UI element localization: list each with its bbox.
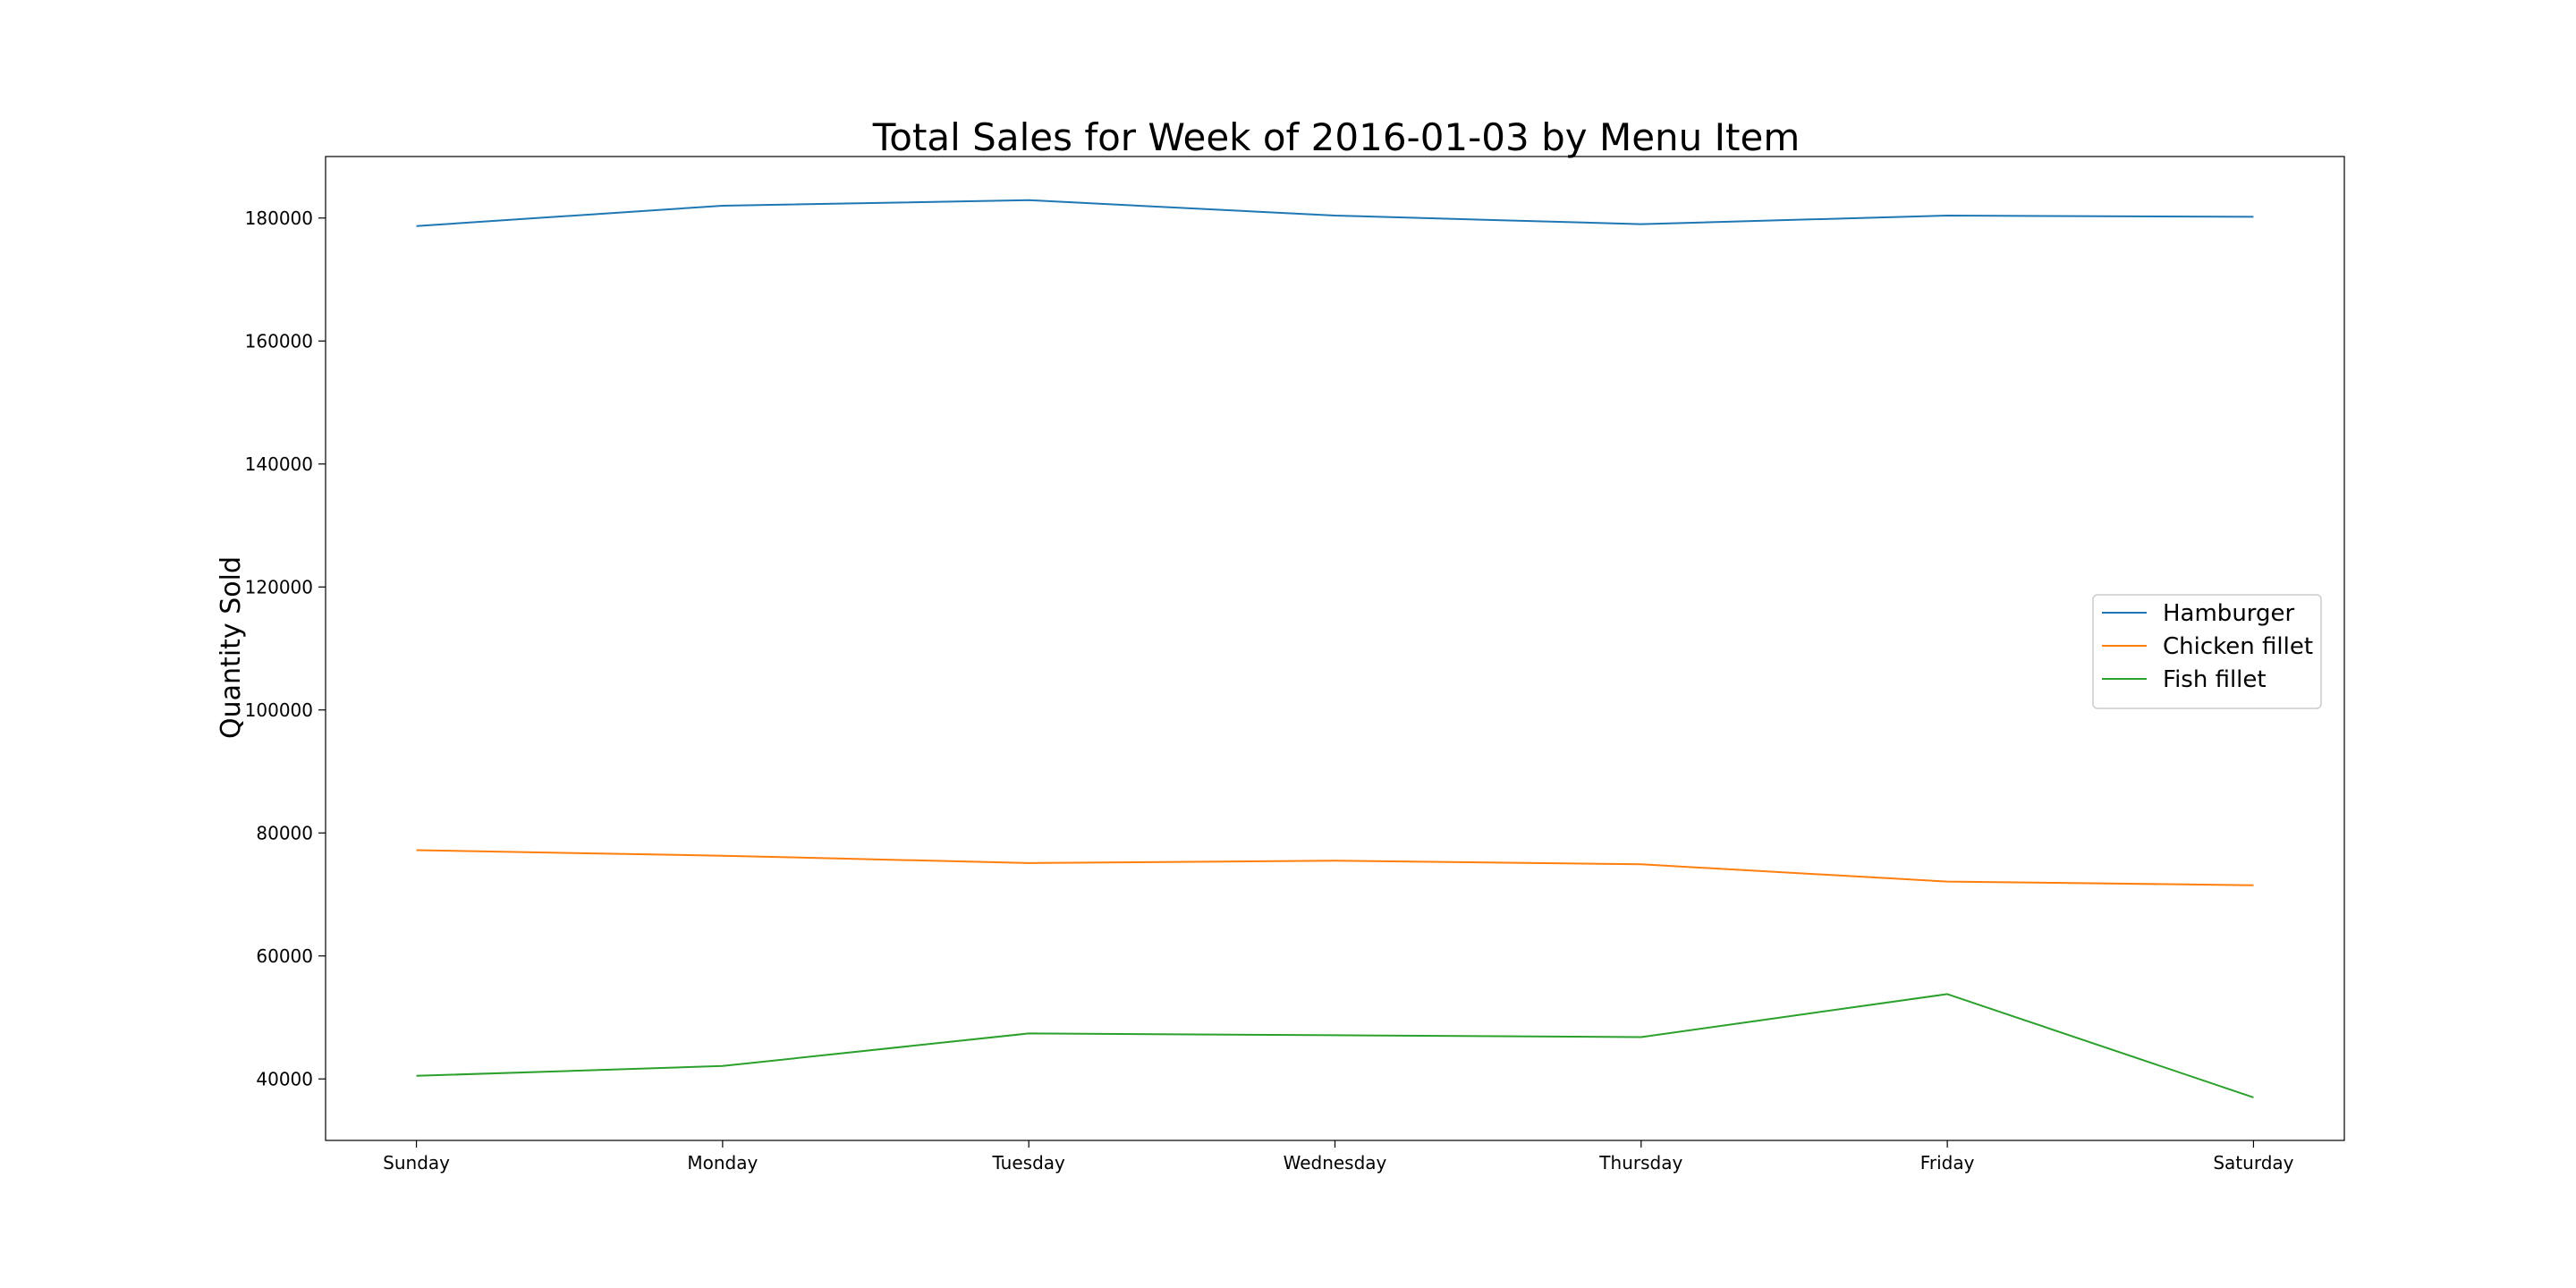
x-tick-label: Wednesday [1284,1152,1387,1174]
legend-label-chicken-fillet: Chicken fillet [2163,633,2313,660]
chart-title: Total Sales for Week of 2016-01-03 by Me… [872,115,1801,159]
x-tick-label: Monday [687,1152,758,1174]
x-tick-label: Tuesday [992,1152,1066,1174]
x-tick-label: Friday [1920,1152,1975,1174]
y-tick-label: 120000 [245,576,313,597]
legend-label-fish-fillet: Fish fillet [2163,666,2267,693]
y-tick-label: 180000 [245,208,313,229]
x-tick-label: Thursday [1598,1152,1682,1174]
y-tick-label: 40000 [256,1068,313,1089]
series-line-chicken-fillet [416,849,2254,886]
y-tick-label: 160000 [245,330,313,352]
y-tick-label: 100000 [245,699,313,721]
series-line-fish-fillet [416,993,2254,1098]
plot-frame [325,156,2345,1141]
legend-label-hamburger: Hamburger [2163,600,2295,627]
x-tick-label: Saturday [2213,1152,2293,1174]
series-line-hamburger [416,199,2254,227]
y-tick-label: 140000 [245,453,313,475]
y-axis-label: Quantity Sold [216,556,247,739]
plot-area: 40000 60000 80000 100000 120000 140000 160000 1… [245,156,2345,1174]
legend: Hamburger Chicken fillet Fish fillet [2092,594,2322,709]
y-tick-label: 60000 [256,945,313,967]
y-tick-label: 80000 [256,822,313,843]
legend-box [2092,594,2322,709]
x-tick-label: Sunday [383,1152,450,1174]
